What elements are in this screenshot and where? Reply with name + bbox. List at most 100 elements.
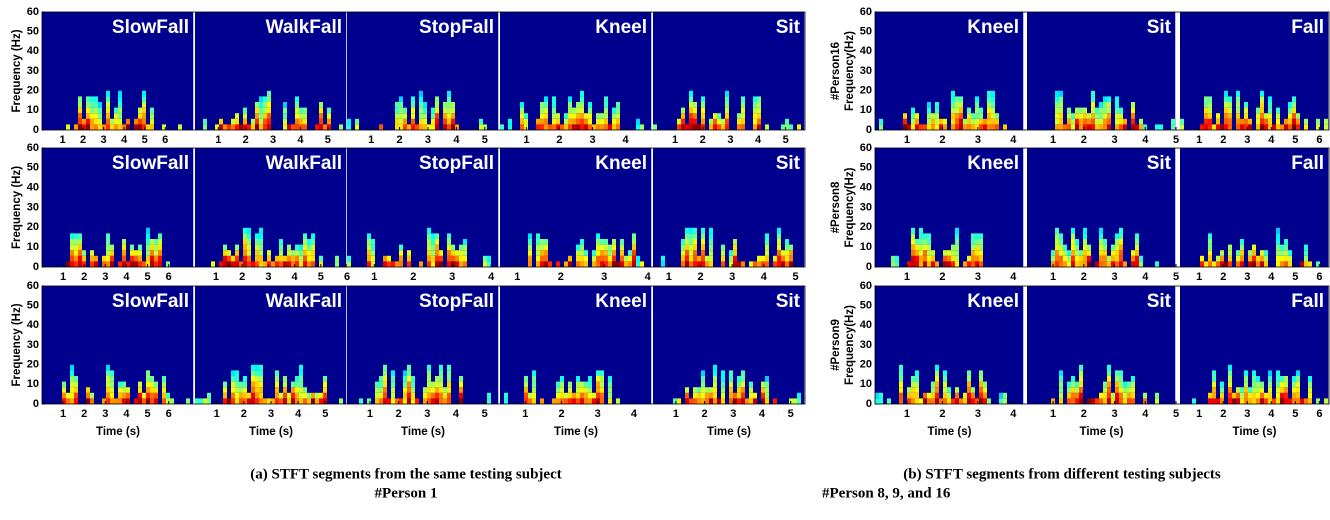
spectrogram-cell: [70, 387, 74, 393]
x-tick-label: 2: [1220, 134, 1226, 146]
spectrogram-cell: [255, 102, 259, 108]
spectrogram-cell: [1252, 398, 1256, 404]
spectrogram-cell: [915, 387, 919, 393]
spectrogram-cell: [612, 244, 616, 251]
spectrogram-cell: [122, 255, 126, 262]
spectrogram-cell: [243, 387, 247, 393]
spectrogram-cell: [895, 255, 899, 262]
spectrogram-cell: [693, 387, 697, 393]
spectrogram-cell: [560, 124, 564, 130]
x-tick-label: 3: [265, 271, 271, 283]
x-tick-label: 1: [904, 408, 910, 420]
spectrogram-cell: [975, 118, 979, 125]
spectrogram-cell: [721, 118, 725, 125]
spectrogram-cell: [971, 398, 975, 404]
spectrogram-cell: [536, 244, 540, 251]
spectrogram-cell: [971, 239, 975, 245]
spectrogram-cell: [1268, 107, 1272, 114]
spectrogram-cell: [1268, 387, 1272, 393]
spectrogram-cell: [247, 227, 251, 234]
spectrogram-cell: [447, 244, 451, 251]
panel-title: Sit: [776, 17, 801, 38]
spectrogram-cell: [987, 102, 991, 108]
spectrogram-cell: [931, 124, 935, 130]
spectrogram-cell: [915, 376, 919, 382]
spectrogram-cell: [1063, 244, 1067, 251]
y-tick-label: 40: [27, 319, 39, 331]
spectrogram-cell: [339, 398, 343, 404]
spectrogram-cell: [600, 239, 604, 245]
spectrogram-cell: [576, 261, 580, 267]
spectrogram-cell: [907, 387, 911, 393]
spectrogram-cell: [391, 387, 395, 393]
spectrogram-cell: [1119, 118, 1123, 125]
spectrogram-cell: [967, 118, 971, 125]
spectrogram-cell: [487, 398, 491, 404]
spectrogram-cell: [1119, 255, 1123, 262]
spectrogram-cell: [307, 392, 311, 399]
spectrogram-cell: [1079, 381, 1083, 388]
x-tick-label: 4: [1010, 408, 1017, 420]
x-tick-label: 4: [1142, 408, 1149, 420]
spectrogram-cell: [1099, 392, 1103, 399]
spectrogram-cell: [709, 250, 713, 256]
spectrogram-cell: [955, 113, 959, 119]
spectrogram-cell: [935, 102, 939, 108]
spectrogram-cell: [592, 261, 596, 267]
spectrogram-cell: [319, 107, 323, 114]
spectrogram-cell: [757, 124, 761, 130]
spectrogram-cell: [371, 239, 375, 245]
spectrogram-cell: [1236, 124, 1240, 130]
spectrogram-cell: [1276, 381, 1280, 388]
spectrogram-cell: [580, 102, 584, 108]
spectrogram-cell: [1240, 261, 1244, 267]
spectrogram-cell: [407, 370, 411, 376]
spectrogram-cell: [1264, 398, 1268, 404]
spectrogram-cell: [303, 107, 307, 114]
spectrogram-cell: [1212, 398, 1216, 404]
spectrogram-cell: [1208, 250, 1212, 256]
spectrogram-cell: [797, 392, 801, 399]
spectrogram-cell: [1115, 392, 1119, 399]
spectrogram-cell: [126, 261, 130, 267]
spectrogram-cell: [761, 398, 765, 404]
spectrogram-cell: [1296, 387, 1300, 393]
spectrogram-cell: [427, 392, 431, 399]
spectrogram-cell: [235, 398, 239, 404]
x-tick-label: 2: [700, 134, 706, 146]
caption: (a) STFT segments from the same testing …: [250, 466, 562, 482]
spectrogram-cell: [524, 392, 528, 399]
spectrogram-cell: [255, 124, 259, 130]
spectrogram-cell: [1055, 96, 1059, 102]
spectrogram-cell: [399, 107, 403, 114]
spectrogram-cell: [1059, 239, 1063, 245]
x-tick-label: 1: [1050, 134, 1056, 146]
spectrogram-cell: [536, 118, 540, 125]
spectrogram-cell: [259, 227, 263, 234]
spectrogram-cell: [1268, 102, 1272, 108]
spectrogram-cell: [146, 387, 150, 393]
spectrogram-cell: [303, 233, 307, 239]
spectrogram-cell: [701, 261, 705, 267]
spectrogram-cell: [106, 376, 110, 382]
spectrogram-cell: [753, 96, 757, 102]
spectrogram-cell: [70, 370, 74, 376]
spectrogram-cell: [975, 96, 979, 102]
spectrogram-cell: [142, 392, 146, 399]
spectrogram-cell: [596, 113, 600, 119]
spectrogram-cell: [74, 255, 78, 262]
spectrogram-cell: [74, 250, 78, 256]
spectrogram-cell: [911, 250, 915, 256]
spectrogram-cell: [106, 381, 110, 388]
spectrogram-cell: [592, 392, 596, 399]
spectrogram-cell: [379, 376, 383, 382]
spectrogram-cell: [303, 392, 307, 399]
spectrogram-cell: [1059, 90, 1063, 97]
spectrogram-cell: [391, 370, 395, 376]
spectrogram-cell: [459, 250, 463, 256]
spectrogram-cell: [1087, 113, 1091, 119]
spectrogram-cell: [979, 398, 983, 404]
spectrogram-cell: [235, 392, 239, 399]
spectrogram-cell: [307, 255, 311, 262]
spectrogram-cell: [1059, 124, 1063, 130]
